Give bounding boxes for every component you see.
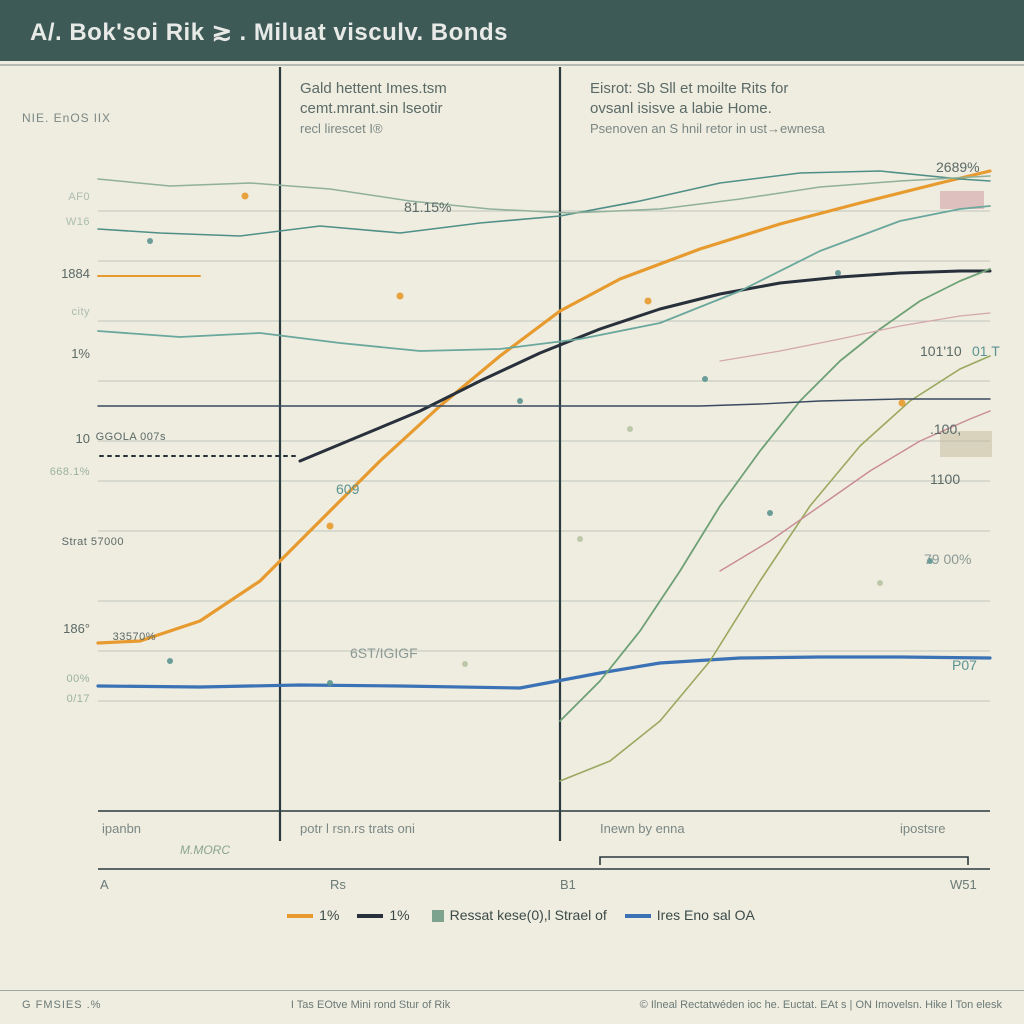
chart-label: W51 <box>950 877 977 892</box>
footer-right: © Ilneal Rectatwéden ioc he. Euctat. EAt… <box>640 999 1002 1024</box>
chart-label: 6ST/IGIGF <box>350 645 418 661</box>
column-header-right: Eisrot: Sb Sll et moilte Rits for ovsanl… <box>590 79 850 137</box>
col-left-line1: Gald hettent Imes.tsm <box>300 79 560 99</box>
chart-label: GGOLA 007s <box>56 431 166 443</box>
col-left-line2: cemt.mrant.sin lseotir <box>300 99 560 119</box>
chart-label: 668.1% <box>10 466 90 478</box>
legend-label: 1% <box>319 907 339 923</box>
chart-label: Rs <box>330 877 346 892</box>
col-right-line1: Eisrot: Sb Sll et moilte Rits for <box>590 79 850 99</box>
chart-header: A/. Bok'soi Rik ≳ . Miluat visculv. Bond… <box>0 0 1024 61</box>
col-left-line3: recl lirescet I® <box>300 120 560 138</box>
footer-left: G FMSIES .% <box>22 999 101 1024</box>
chart-label: P07 <box>952 657 977 673</box>
footer-mid: I Tas EOtve Mini rond Stur of Rik <box>291 999 450 1024</box>
chart-label: AF0 <box>10 191 90 203</box>
chart-label: ipostsre <box>900 821 946 836</box>
chart-label: 00% <box>10 673 90 685</box>
chart-label: 81.15% <box>404 199 451 215</box>
chart-label: city <box>10 306 90 318</box>
chart-label: 609 <box>336 481 359 497</box>
footer: G FMSIES .% I Tas EOtve Mini rond Stur o… <box>0 990 1024 1024</box>
chart-label: W16 <box>10 216 90 228</box>
chart-label: B1 <box>560 877 576 892</box>
chart-label: Strat 57000 <box>24 536 124 548</box>
legend-label: Ressat kese(0),l Strael of <box>450 907 607 923</box>
chart-area: Gald hettent Imes.tsm cemt.mrant.sin lse… <box>0 61 1024 931</box>
chart-svg <box>0 61 1024 931</box>
chart-label: 33570% <box>66 631 156 643</box>
chart-label: M.MORC <box>180 843 230 857</box>
legend: 1% 1% Ressat kese(0),l Strael of Ires Eno s… <box>0 907 1024 923</box>
chart-label: 2689% <box>936 159 980 175</box>
legend-label: 1% <box>389 907 409 923</box>
col-right-line3: Psenoven an S hnil retor in ust→ewnesa <box>590 120 850 138</box>
chart-label: Inewn by enna <box>600 821 685 836</box>
chart-label: ipanbn <box>102 821 141 836</box>
chart-label: 79 00% <box>924 551 971 567</box>
y-axis-title: NIE. EnOS lIX <box>22 111 111 125</box>
col-right-line2: ovsanl isisve a labie Home. <box>590 99 850 119</box>
column-header-left: Gald hettent Imes.tsm cemt.mrant.sin lse… <box>300 79 560 137</box>
chart-label: 0/17 <box>10 693 90 705</box>
chart-label: 101'10 <box>920 343 962 359</box>
chart-label: 1100 <box>930 471 960 487</box>
chart-label: A <box>100 877 109 892</box>
chart-label: 01 T <box>972 343 1000 359</box>
chart-label: 1% <box>10 346 90 361</box>
chart-label: 1884 <box>10 266 90 281</box>
chart-label: potr l rsn.rs trats oni <box>300 821 415 836</box>
chart-title: A/. Bok'soi Rik ≳ . Miluat visculv. Bond… <box>30 19 508 46</box>
legend-label: Ires Eno sal OA <box>657 907 755 923</box>
chart-label: .100, <box>930 421 961 437</box>
